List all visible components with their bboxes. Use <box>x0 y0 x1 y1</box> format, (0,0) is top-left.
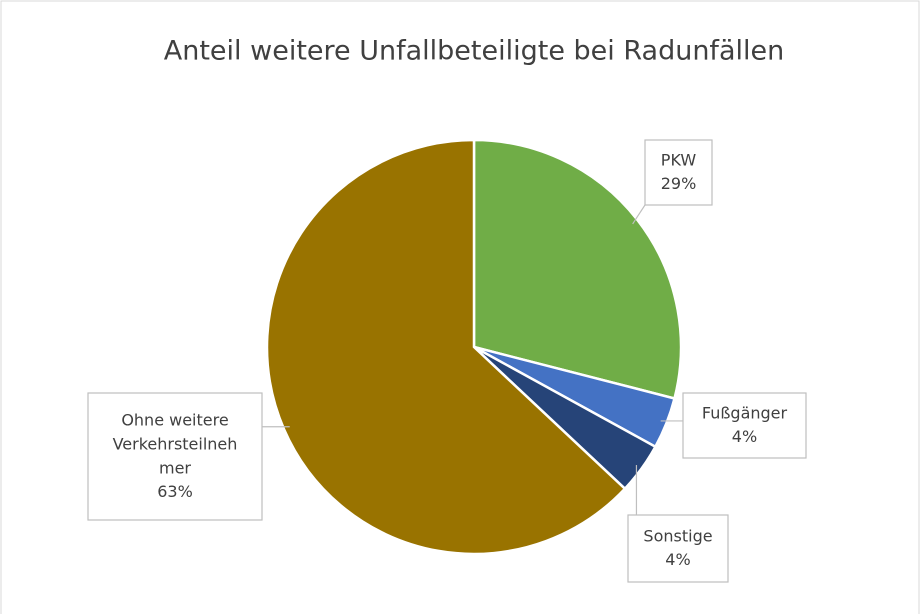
label-line: Verkehrsteilneh <box>113 434 238 453</box>
data-label-value: 4% <box>665 550 690 569</box>
data-label-category: PKW <box>661 150 697 169</box>
data-label-category: Fußgänger <box>702 403 788 422</box>
label-line: Fußgänger <box>702 403 788 422</box>
pie-slice <box>472 138 683 401</box>
label-line: Ohne weitere <box>121 410 228 429</box>
label-line: PKW <box>661 150 697 169</box>
data-label-value: 63% <box>157 482 193 501</box>
pie-slice <box>265 138 627 556</box>
label-box <box>87 392 263 521</box>
leader-line <box>632 204 646 225</box>
label-box <box>627 514 729 583</box>
data-label-value: 29% <box>661 174 697 193</box>
label-box <box>644 139 713 206</box>
label-line: Sonstige <box>643 526 712 545</box>
label-box <box>682 392 807 459</box>
chart-title: Anteil weitere Unfallbeteiligte bei Radu… <box>164 36 784 67</box>
data-label-category: Sonstige <box>643 526 712 545</box>
label-line: mer <box>159 458 191 477</box>
data-label-value: 4% <box>732 427 757 446</box>
data-label-category: Ohne weitere Verkehrsteilneh mer <box>113 410 238 477</box>
